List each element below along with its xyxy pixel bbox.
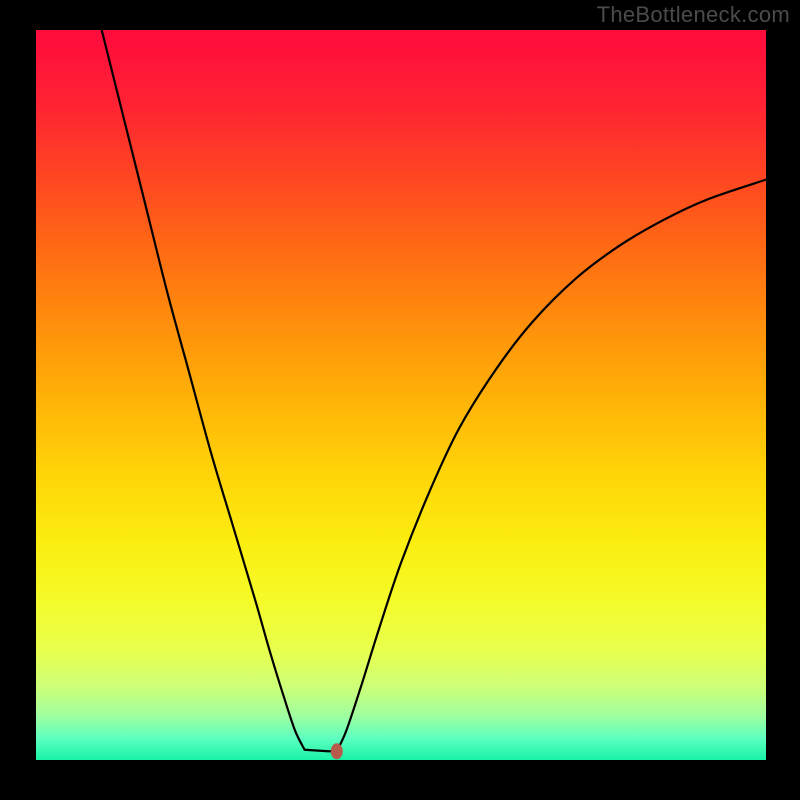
plot-background [36, 30, 766, 760]
watermark-text: TheBottleneck.com [597, 2, 790, 28]
optimum-marker [331, 743, 343, 759]
